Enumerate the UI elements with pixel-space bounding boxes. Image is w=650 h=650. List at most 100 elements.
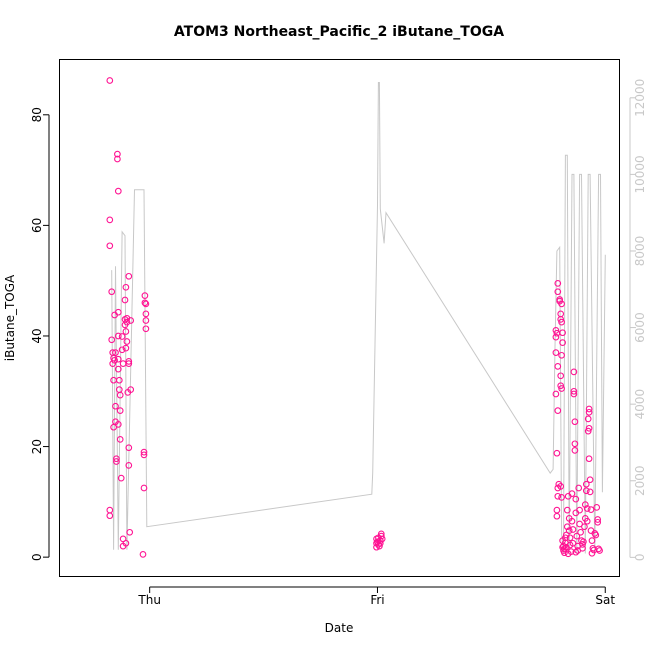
- data-point: [585, 424, 593, 432]
- data-point: [142, 325, 150, 333]
- data-point: [558, 318, 565, 326]
- plot-frame: [59, 59, 620, 577]
- chart-title: ATOM3 Northeast_Pacific_2 iButane_TOGA: [174, 24, 504, 40]
- data-point: [596, 547, 603, 554]
- data-point: [572, 495, 580, 503]
- data-point: [554, 280, 562, 287]
- data-point: [110, 376, 117, 384]
- data-point: [587, 527, 595, 534]
- x-tick-label: Thu: [137, 593, 161, 607]
- data-point: [582, 480, 590, 488]
- data-point: [552, 333, 560, 341]
- data-point: [115, 376, 123, 384]
- data-point: [114, 187, 122, 195]
- data-point: [139, 551, 147, 558]
- data-point: [552, 349, 560, 356]
- data-point: [122, 328, 130, 335]
- data-point: [116, 436, 124, 443]
- data-point: [562, 531, 570, 539]
- data-point: [127, 317, 135, 324]
- data-point: [553, 506, 561, 514]
- data-point: [110, 354, 117, 362]
- data-point: [125, 444, 133, 452]
- data-point: [108, 336, 116, 344]
- data-point: [106, 512, 114, 520]
- data-point: [114, 150, 121, 158]
- data-point: [108, 288, 116, 296]
- data-point: [140, 448, 148, 456]
- data-point: [558, 351, 565, 359]
- data-point: [125, 360, 133, 367]
- data-point: [121, 296, 129, 304]
- data-point: [585, 408, 593, 416]
- y2-tick-label: 2000: [633, 465, 647, 496]
- data-point: [559, 329, 566, 337]
- data-point: [118, 346, 126, 354]
- data-point: [593, 504, 601, 511]
- data-point: [553, 512, 561, 520]
- data-point: [584, 427, 592, 435]
- data-point: [378, 535, 386, 543]
- data-point: [142, 300, 150, 308]
- data-point: [122, 539, 130, 547]
- axes-layer: 0 20 40 60 80 Thu Fri Sat 0 2000 4000 6000 8000 10000…: [30, 79, 647, 607]
- data-point: [554, 492, 562, 500]
- data-point: [579, 541, 586, 548]
- data-point: [581, 501, 589, 508]
- y2-tick-label: 8000: [633, 236, 647, 267]
- data-point: [592, 531, 600, 539]
- data-point: [559, 543, 566, 551]
- data-point: [577, 528, 584, 536]
- data-point: [594, 516, 602, 523]
- y2-tick-label: 4000: [633, 389, 647, 420]
- data-point: [122, 283, 130, 291]
- y2-tick-label: 6000: [633, 312, 647, 343]
- data-point: [141, 299, 149, 307]
- data-point: [113, 458, 120, 465]
- data-point: [552, 390, 560, 398]
- data-point: [569, 526, 577, 533]
- data-point: [561, 545, 568, 553]
- data-point: [563, 523, 571, 531]
- data-point: [114, 308, 122, 316]
- altitude-line-layer: [111, 82, 606, 554]
- data-point: [571, 418, 579, 426]
- data-point: [570, 368, 578, 376]
- x-tick-label: Sat: [595, 593, 615, 607]
- y-tick-label: 60: [30, 218, 44, 233]
- data-point: [582, 487, 590, 495]
- y-tick-label: 0: [30, 553, 44, 561]
- data-point: [123, 318, 131, 326]
- y-axis-label: iButane_TOGA: [3, 274, 17, 361]
- data-point: [112, 402, 119, 410]
- data-point: [583, 505, 591, 512]
- data-point: [114, 332, 122, 340]
- data-point: [585, 405, 593, 413]
- data-point: [114, 421, 122, 428]
- data-point: [571, 447, 579, 454]
- data-point: [569, 539, 577, 547]
- data-point: [559, 339, 566, 346]
- data-point: [570, 390, 578, 398]
- y2-tick-label: 10000: [633, 155, 647, 193]
- data-point: [576, 506, 583, 514]
- y-tick-label: 20: [30, 439, 44, 454]
- altitude-line: [111, 82, 606, 554]
- data-point: [557, 310, 565, 318]
- data-point: [583, 517, 591, 525]
- data-point: [140, 451, 148, 459]
- data-point: [142, 310, 150, 318]
- data-point: [126, 528, 134, 536]
- data-point: [554, 407, 562, 414]
- data-point: [558, 300, 565, 308]
- data-point: [554, 363, 562, 370]
- data-point: [558, 494, 565, 501]
- data-point: [140, 484, 148, 492]
- data-point: [115, 386, 123, 393]
- data-point: [581, 523, 588, 531]
- data-point: [119, 360, 127, 367]
- data-point: [572, 548, 580, 556]
- data-point: [114, 365, 122, 373]
